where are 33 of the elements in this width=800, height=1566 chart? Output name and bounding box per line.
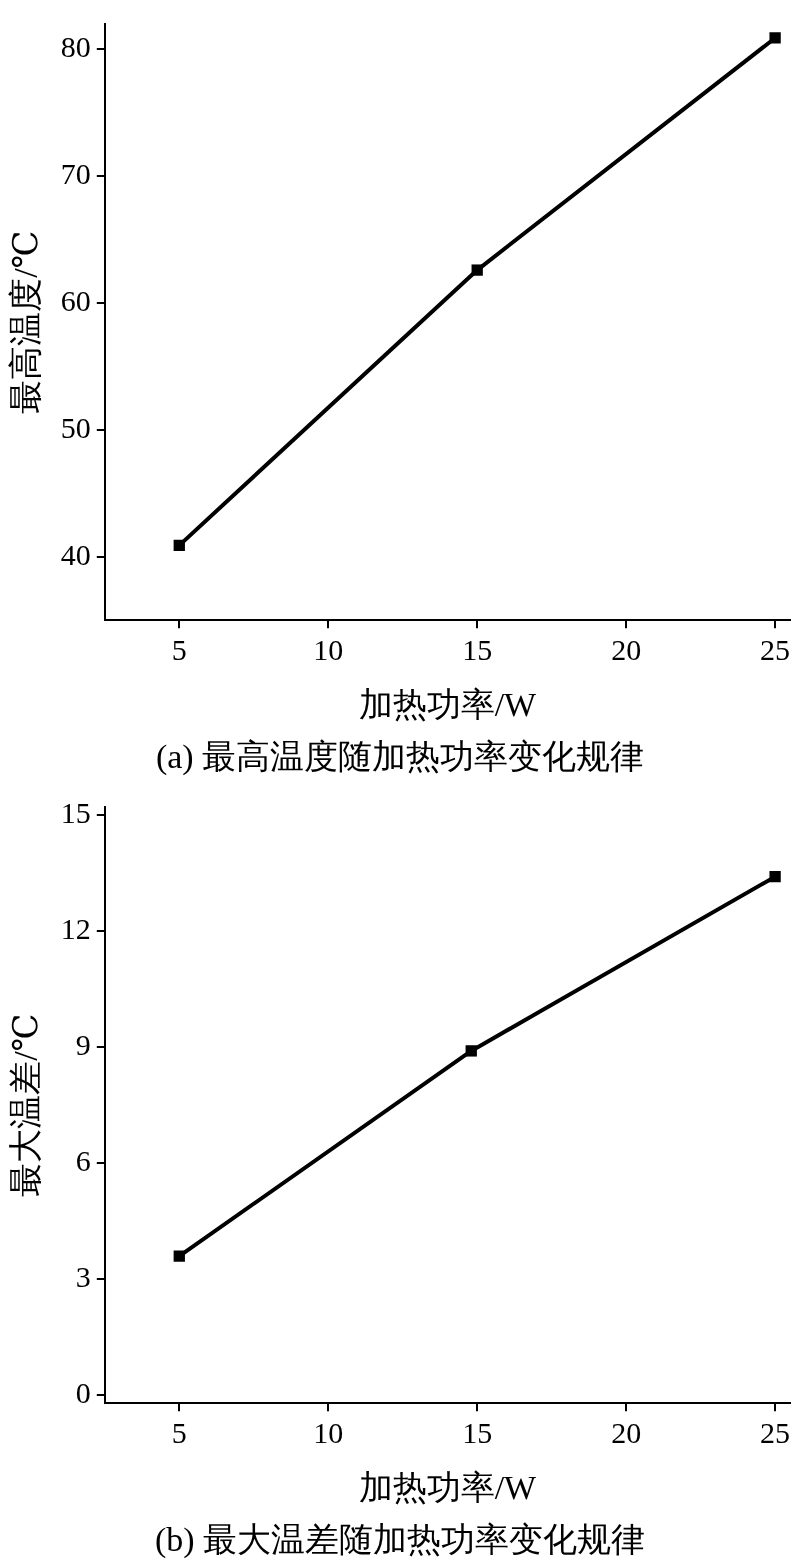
y-tick-label: 70 <box>60 157 91 191</box>
x-tick-label: 15 <box>462 1416 493 1450</box>
y-tick-label: 9 <box>75 1027 91 1061</box>
y-tick-label: 3 <box>75 1260 91 1294</box>
x-tick-label: 20 <box>611 633 642 667</box>
point <box>769 871 781 883</box>
y-tick-label: 40 <box>60 537 91 571</box>
point <box>173 539 185 552</box>
point <box>471 264 483 276</box>
y-tick-label: 80 <box>60 30 91 64</box>
y-tick-label: 0 <box>75 1376 91 1410</box>
y-tick-label: 60 <box>60 283 91 317</box>
x-tick-label: 25 <box>760 1416 791 1450</box>
x-tick-label: 5 <box>171 633 187 667</box>
x-tick-label: 25 <box>760 633 791 667</box>
point <box>769 32 781 44</box>
point <box>465 1045 477 1057</box>
text: (b) 最大温差随加热功率变化规律 <box>153 1520 647 1560</box>
y-axis-title: 最大温差/℃ <box>7 1013 45 1197</box>
x-tick-label: 10 <box>313 1416 344 1450</box>
x-axis-title: 加热功率/W <box>358 685 538 723</box>
x-tick-label: 5 <box>171 1416 187 1450</box>
text: (a) 最高温度随加热功率变化规律 <box>154 737 646 777</box>
y-tick-label: 6 <box>75 1144 91 1178</box>
x-tick-label: 15 <box>462 633 493 667</box>
point <box>173 1250 185 1262</box>
y-tick-label: 50 <box>60 410 91 444</box>
x-tick-label: 10 <box>313 633 344 667</box>
x-axis-title: 加热功率/W <box>358 1468 538 1506</box>
y-tick-label: 15 <box>60 795 91 829</box>
x-tick-label: 20 <box>611 1416 642 1450</box>
y-tick-label: 12 <box>60 911 91 945</box>
y-axis-title: 最高温度/℃ <box>7 230 45 414</box>
